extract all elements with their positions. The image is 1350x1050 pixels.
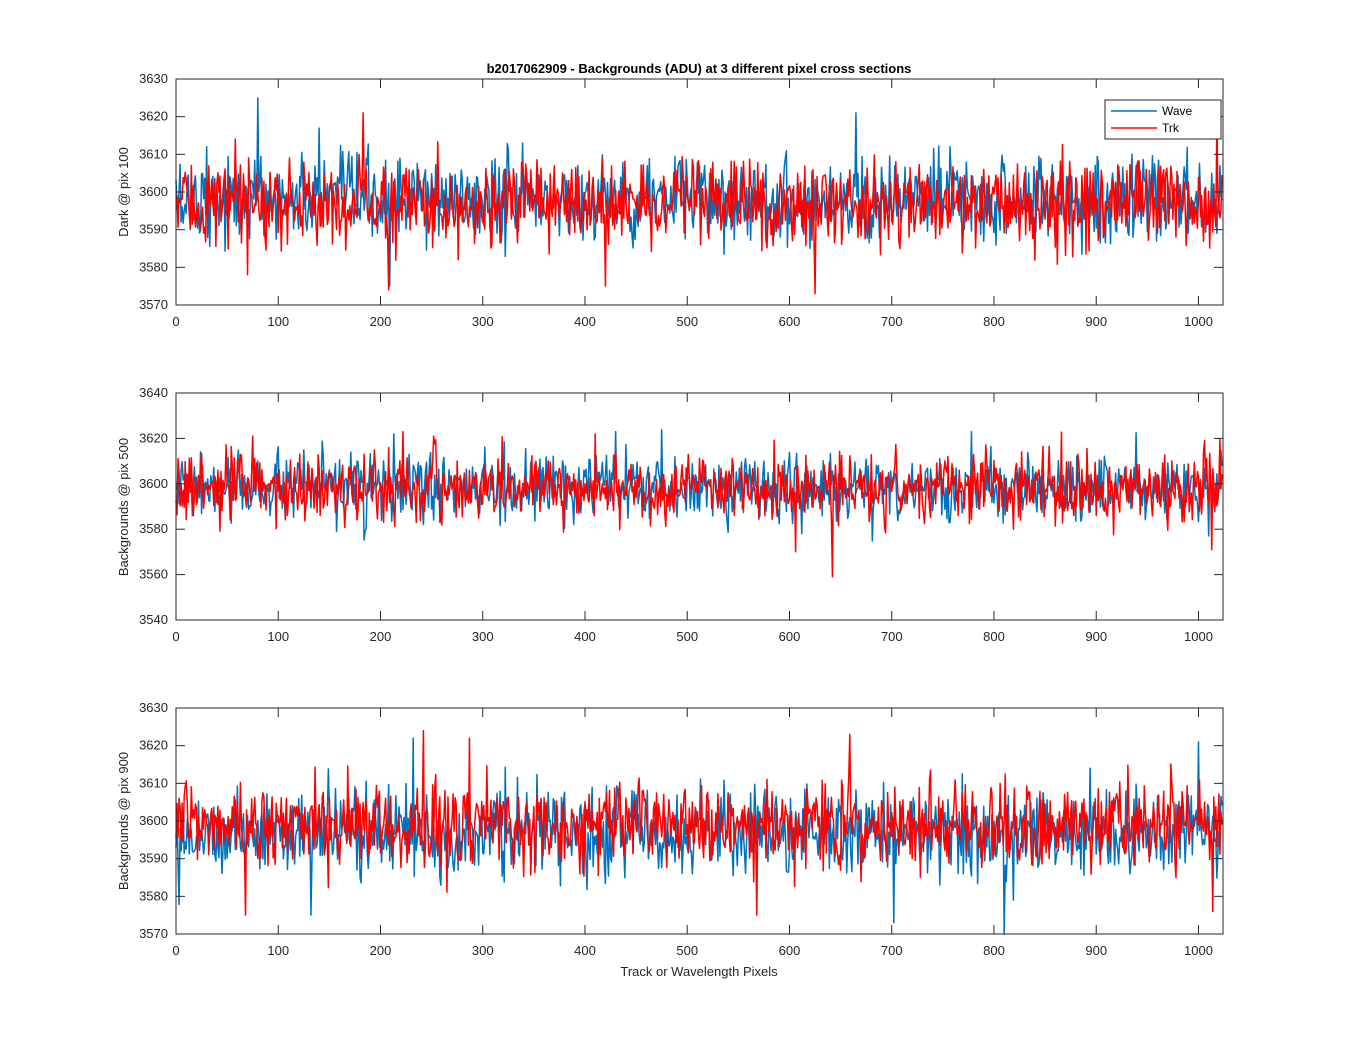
x-tick-label: 900 (1085, 314, 1107, 329)
x-axis-label: Track or Wavelength Pixels (620, 964, 778, 979)
subplot-3-ylabel: Backgrounds @ pix 900 (116, 752, 131, 890)
x-tick-label: 700 (881, 629, 903, 644)
y-tick-label: 3600 (139, 184, 168, 199)
y-tick-label: 3580 (139, 259, 168, 274)
x-tick-label: 200 (370, 314, 392, 329)
x-tick-label: 500 (676, 629, 698, 644)
subplot-2-series-trk-line (175, 430, 1223, 578)
x-tick-label: 700 (881, 314, 903, 329)
x-tick-label: 300 (472, 943, 494, 958)
y-tick-label: 3620 (139, 430, 168, 445)
y-tick-label: 3620 (139, 738, 168, 753)
y-tick-label: 3640 (139, 385, 168, 400)
subplot-3-xticks: 0 100 200 300 400 500 600 700 800 900 1000 (172, 708, 1213, 958)
y-tick-label: 3580 (139, 521, 168, 536)
x-tick-label: 100 (267, 629, 289, 644)
y-tick-label: 3610 (139, 146, 168, 161)
subplot-2-axes-frame (175, 392, 1224, 621)
legend: Wave Trk (1104, 99, 1222, 140)
subplot-1-axes-frame (175, 78, 1224, 306)
y-tick-label: 3600 (139, 476, 168, 491)
y-tick-label: 3570 (139, 926, 168, 941)
y-tick-label: 3590 (139, 851, 168, 866)
y-tick-label: 3590 (139, 222, 168, 237)
x-tick-label: 500 (676, 943, 698, 958)
y-tick-label: 3580 (139, 888, 168, 903)
y-tick-label: 3630 (139, 71, 168, 86)
x-tick-label: 800 (983, 629, 1005, 644)
subplot-3-series (175, 729, 1223, 935)
subplot-2-yticks: 3540 3560 3580 3600 3620 3640 (139, 385, 1223, 627)
subplot-1-xticks: 0 100 200 300 400 500 600 700 800 900 1000 (172, 79, 1213, 329)
subplot-2-ylabel: Backgrounds @ pix 500 (116, 438, 131, 576)
subplot-1-yticks: 3570 3580 3590 3600 3610 3620 3630 (139, 71, 1223, 312)
x-tick-label: 300 (472, 629, 494, 644)
x-tick-label: 400 (574, 629, 596, 644)
subplot-3: 3570 3580 3590 3600 3610 3620 3630 0 100 200 300 4… (116, 700, 1224, 958)
x-tick-label: 200 (370, 943, 392, 958)
x-tick-label: 0 (172, 314, 179, 329)
y-tick-label: 3610 (139, 775, 168, 790)
x-tick-label: 400 (574, 943, 596, 958)
figure-title: b2017062909 - Backgrounds (ADU) at 3 dif… (487, 61, 912, 76)
y-tick-label: 3570 (139, 297, 168, 312)
subplot-2-series (175, 428, 1223, 578)
subplot-1-series-trk-line (175, 112, 1223, 295)
x-tick-label: 100 (267, 943, 289, 958)
x-tick-label: 300 (472, 314, 494, 329)
subplot-3-axes-frame (175, 707, 1224, 935)
legend-box (1104, 99, 1222, 140)
x-tick-label: 600 (779, 314, 801, 329)
y-tick-label: 3540 (139, 612, 168, 627)
x-tick-label: 600 (779, 629, 801, 644)
subplot-1-ylabel: Dark @ pix 100 (116, 147, 131, 237)
subplot-3-series-trk-line (175, 729, 1223, 916)
x-tick-label: 200 (370, 629, 392, 644)
x-tick-label: 600 (779, 943, 801, 958)
x-tick-label: 800 (983, 314, 1005, 329)
x-tick-label: 400 (574, 314, 596, 329)
y-tick-label: 3560 (139, 567, 168, 582)
legend-trk-label: Trk (1162, 121, 1180, 135)
y-tick-label: 3600 (139, 813, 168, 828)
x-tick-label: 700 (881, 943, 903, 958)
x-tick-label: 1000 (1184, 629, 1213, 644)
x-tick-label: 0 (172, 629, 179, 644)
subplot-2: 3540 3560 3580 3600 3620 3640 0 100 200 300 400 50… (116, 385, 1224, 644)
subplot-1: 3570 3580 3590 3600 3610 3620 3630 0 100 200 300 4… (116, 71, 1224, 329)
subplot-1-series (175, 97, 1223, 295)
y-tick-label: 3620 (139, 109, 168, 124)
x-tick-label: 1000 (1184, 314, 1213, 329)
subplot-2-xticks: 0 100 200 300 400 500 600 700 800 900 1000 (172, 393, 1213, 644)
x-tick-label: 800 (983, 943, 1005, 958)
legend-wave-label: Wave (1162, 104, 1193, 118)
x-tick-label: 900 (1085, 943, 1107, 958)
x-tick-label: 1000 (1184, 943, 1213, 958)
x-tick-label: 900 (1085, 629, 1107, 644)
x-tick-label: 0 (172, 943, 179, 958)
x-tick-label: 500 (676, 314, 698, 329)
y-tick-label: 3630 (139, 700, 168, 715)
x-tick-label: 100 (267, 314, 289, 329)
